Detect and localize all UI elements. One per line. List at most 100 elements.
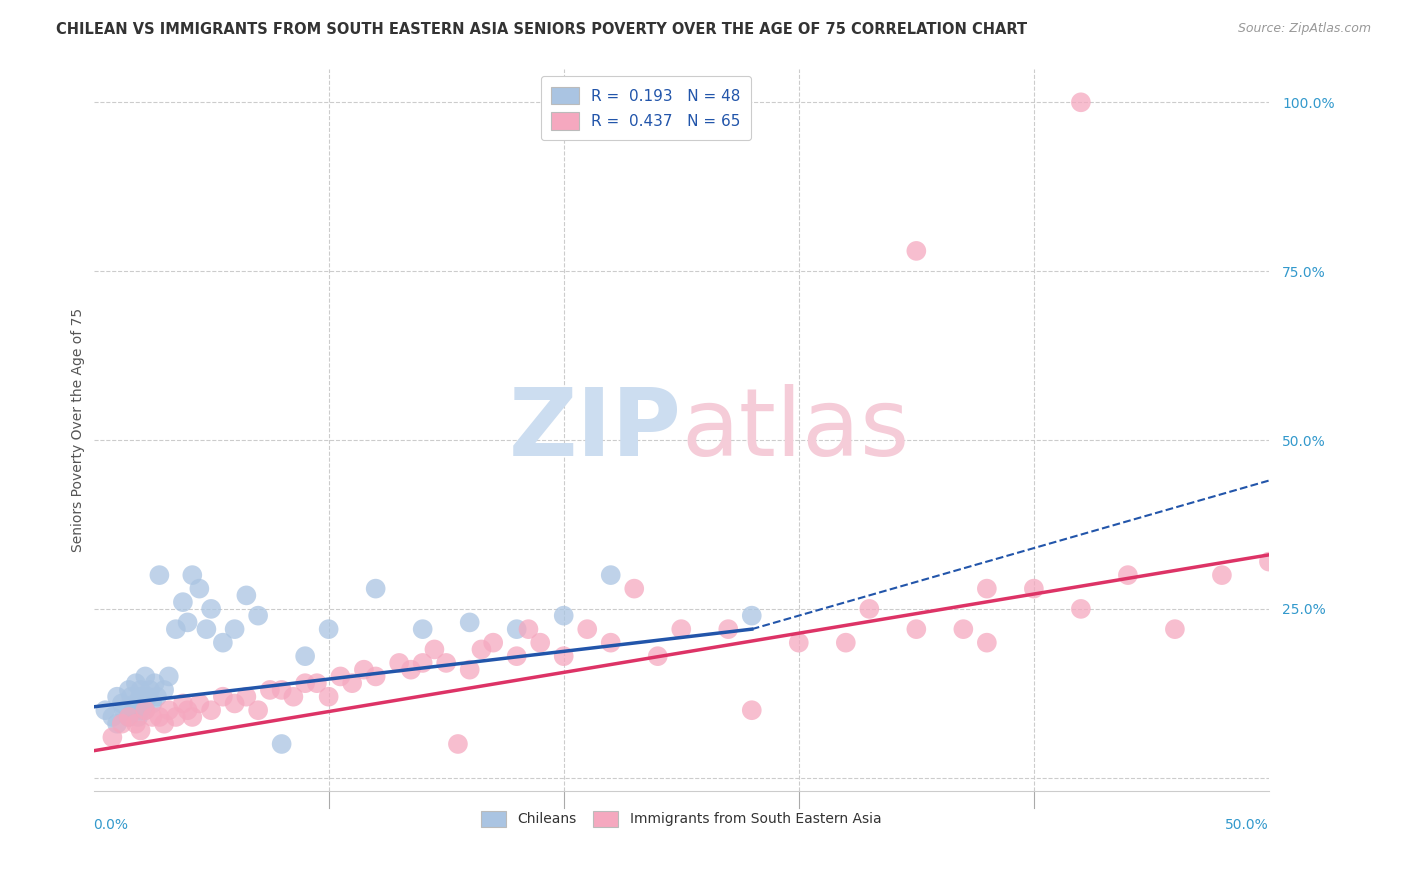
Point xyxy=(434,656,457,670)
Text: atlas: atlas xyxy=(682,384,910,476)
Point xyxy=(353,663,375,677)
Point xyxy=(125,676,148,690)
Point xyxy=(146,690,169,704)
Point xyxy=(188,697,211,711)
Point xyxy=(94,703,117,717)
Point xyxy=(127,710,149,724)
Point xyxy=(447,737,470,751)
Point xyxy=(340,676,363,690)
Point xyxy=(181,710,204,724)
Point xyxy=(247,703,270,717)
Point xyxy=(553,608,575,623)
Point xyxy=(458,615,481,630)
Point xyxy=(101,710,124,724)
Point xyxy=(134,669,156,683)
Point xyxy=(1258,555,1281,569)
Point xyxy=(195,622,218,636)
Point xyxy=(1070,95,1092,110)
Point xyxy=(294,676,316,690)
Point xyxy=(125,716,148,731)
Point xyxy=(247,608,270,623)
Point xyxy=(458,663,481,677)
Point xyxy=(118,710,141,724)
Point xyxy=(132,697,155,711)
Point xyxy=(139,682,162,697)
Point xyxy=(105,716,128,731)
Point xyxy=(399,663,422,677)
Point xyxy=(741,608,763,623)
Point xyxy=(101,730,124,744)
Point xyxy=(120,690,142,704)
Point xyxy=(388,656,411,670)
Point xyxy=(506,649,529,664)
Point xyxy=(176,703,198,717)
Point xyxy=(858,602,880,616)
Point xyxy=(1211,568,1233,582)
Point xyxy=(905,622,928,636)
Point xyxy=(143,676,166,690)
Point xyxy=(329,669,352,683)
Point xyxy=(423,642,446,657)
Point xyxy=(1116,568,1139,582)
Point xyxy=(235,588,257,602)
Point xyxy=(111,716,134,731)
Point xyxy=(412,656,434,670)
Point xyxy=(270,737,292,751)
Point xyxy=(141,697,163,711)
Point xyxy=(235,690,257,704)
Point xyxy=(671,622,693,636)
Point xyxy=(270,682,292,697)
Point xyxy=(118,710,141,724)
Point xyxy=(212,690,235,704)
Text: ZIP: ZIP xyxy=(509,384,682,476)
Point xyxy=(141,710,163,724)
Point xyxy=(412,622,434,636)
Text: CHILEAN VS IMMIGRANTS FROM SOUTH EASTERN ASIA SENIORS POVERTY OVER THE AGE OF 75: CHILEAN VS IMMIGRANTS FROM SOUTH EASTERN… xyxy=(56,22,1028,37)
Point xyxy=(506,622,529,636)
Point xyxy=(364,669,387,683)
Point xyxy=(111,697,134,711)
Point xyxy=(112,703,135,717)
Point xyxy=(105,690,128,704)
Point xyxy=(1022,582,1045,596)
Point xyxy=(165,622,187,636)
Point xyxy=(129,723,152,738)
Point xyxy=(905,244,928,258)
Point xyxy=(364,582,387,596)
Point xyxy=(283,690,305,704)
Point xyxy=(647,649,669,664)
Point xyxy=(153,682,176,697)
Point xyxy=(129,682,152,697)
Point xyxy=(134,703,156,717)
Point xyxy=(200,602,222,616)
Point xyxy=(482,635,505,649)
Point xyxy=(835,635,858,649)
Point xyxy=(259,682,281,697)
Point xyxy=(224,697,246,711)
Point xyxy=(305,676,328,690)
Point xyxy=(294,649,316,664)
Point xyxy=(224,622,246,636)
Point xyxy=(599,568,621,582)
Y-axis label: Seniors Poverty Over the Age of 75: Seniors Poverty Over the Age of 75 xyxy=(72,308,86,552)
Point xyxy=(188,582,211,596)
Point xyxy=(952,622,974,636)
Point xyxy=(148,710,170,724)
Point xyxy=(623,582,645,596)
Point xyxy=(122,703,145,717)
Point xyxy=(136,690,159,704)
Point xyxy=(717,622,740,636)
Point xyxy=(125,697,148,711)
Point xyxy=(470,642,492,657)
Point xyxy=(176,615,198,630)
Text: 50.0%: 50.0% xyxy=(1225,818,1270,832)
Point xyxy=(172,697,194,711)
Point xyxy=(599,635,621,649)
Point xyxy=(165,710,187,724)
Point xyxy=(1164,622,1187,636)
Point xyxy=(553,649,575,664)
Point xyxy=(129,690,152,704)
Point xyxy=(148,568,170,582)
Legend: Chileans, Immigrants from South Eastern Asia: Chileans, Immigrants from South Eastern … xyxy=(472,802,890,835)
Point xyxy=(318,690,340,704)
